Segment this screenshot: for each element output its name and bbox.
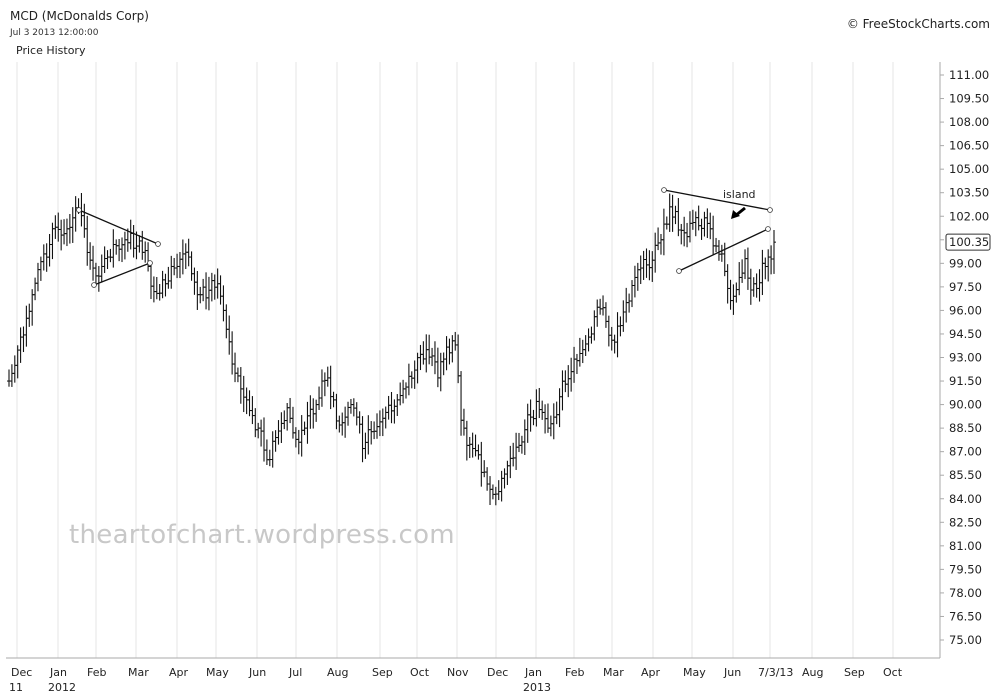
x-tick-label: Aug: [802, 666, 823, 679]
y-tick-label: 94.50: [949, 327, 982, 341]
x-tick-label: Sep: [844, 666, 865, 679]
source-credit: © FreeStockCharts.com: [846, 17, 990, 31]
x-tick-label: Jun: [248, 666, 266, 679]
x-tick-label: Mar: [603, 666, 624, 679]
y-tick-label: 91.50: [949, 374, 982, 388]
x-tick-label: Aug: [327, 666, 348, 679]
trendline-handle: [661, 187, 667, 193]
x-tick-label: Apr: [169, 666, 189, 679]
y-tick-label: 108.00: [949, 115, 989, 129]
y-tick-label: 97.50: [949, 280, 982, 294]
triangle-lower-trendline: [93, 262, 151, 286]
watermark-text: theartofchart.wordpress.com: [69, 520, 455, 550]
chart-symbol-title: MCD (McDonalds Corp): [10, 9, 149, 23]
x-tick-label: 7/3/13: [758, 666, 793, 679]
y-tick-label: 99.00: [949, 256, 982, 270]
x-tick-label: Oct: [410, 666, 430, 679]
x-tick-label: Dec: [487, 666, 508, 679]
x-tick-sublabel: 11: [9, 681, 23, 694]
panel-label: Price History: [16, 44, 86, 57]
y-tick-label: 106.50: [949, 139, 989, 153]
y-tick-label: 79.50: [949, 562, 982, 576]
y-tick-label: 81.00: [949, 539, 982, 553]
y-tick-label: 78.00: [949, 586, 982, 600]
x-tick-label: Oct: [883, 666, 903, 679]
y-tick-label: 111.00: [949, 68, 989, 82]
x-tick-label: Mar: [128, 666, 149, 679]
y-tick-label: 87.00: [949, 445, 982, 459]
trendline-handle: [147, 260, 153, 266]
x-tick-label: May: [206, 666, 229, 679]
x-tick-label: Jan: [49, 666, 67, 679]
y-tick-label: 75.00: [949, 633, 982, 647]
y-tick-label: 76.50: [949, 609, 982, 623]
x-tick-label: Dec: [11, 666, 32, 679]
x-tick-label: May: [683, 666, 706, 679]
trendline-handle: [676, 268, 682, 274]
x-tick-sublabel: 2012: [48, 681, 76, 694]
trendline-handle: [91, 282, 97, 288]
y-tick-label: 96.00: [949, 303, 982, 317]
island-annotation-label: island: [723, 188, 756, 201]
x-tick-label: Feb: [565, 666, 584, 679]
x-tick-label: Jul: [288, 666, 302, 679]
y-tick-label: 103.50: [949, 186, 989, 200]
x-tick-sublabel: 2013: [523, 681, 551, 694]
trendline-handle: [767, 207, 773, 213]
x-tick-label: Apr: [641, 666, 661, 679]
wedge-upper-trendline: [663, 189, 771, 211]
y-tick-label: 90.00: [949, 398, 982, 412]
x-tick-label: Nov: [447, 666, 469, 679]
y-tick-label: 109.50: [949, 92, 989, 106]
last-price-box: [945, 233, 991, 251]
y-tick-label: 85.50: [949, 468, 982, 482]
wedge-lower-trendline: [678, 228, 769, 272]
y-tick-label: 84.00: [949, 492, 982, 506]
x-tick-label: Sep: [372, 666, 393, 679]
island-arrowhead: [731, 210, 740, 219]
y-tick-label: 88.50: [949, 421, 982, 435]
chart-datetime: Jul 3 2013 12:00:00: [10, 28, 99, 38]
x-tick-label: Jan: [524, 666, 542, 679]
trendline-handle: [76, 207, 82, 213]
y-tick-label: 105.00: [949, 162, 989, 176]
x-tick-label: Jun: [723, 666, 741, 679]
trendline-handle: [765, 226, 771, 232]
y-tick-label: 93.00: [949, 351, 982, 365]
last-price-label: 100.35: [949, 235, 989, 249]
x-tick-label: Feb: [87, 666, 106, 679]
trendline-handle: [155, 241, 161, 247]
y-tick-label: 102.00: [949, 209, 989, 223]
y-tick-label: 82.50: [949, 515, 982, 529]
triangle-upper-trendline: [78, 209, 159, 245]
